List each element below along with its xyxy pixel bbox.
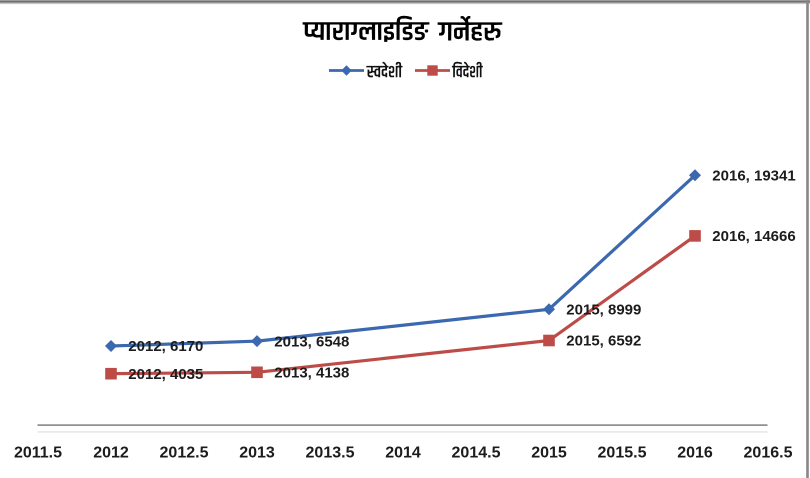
svg-text:2016: 2016 [677,445,713,462]
svg-text:2014: 2014 [385,445,421,462]
svg-text:2012, 4035: 2012, 4035 [128,366,203,383]
svg-text:2012: 2012 [93,445,129,462]
svg-text:2012.5: 2012.5 [160,445,209,462]
svg-text:2016.5: 2016.5 [744,445,793,462]
svg-text:2013, 4138: 2013, 4138 [274,365,349,382]
svg-text:2013, 6548: 2013, 6548 [274,333,349,350]
svg-text:2016, 14666: 2016, 14666 [712,228,795,245]
svg-text:2015, 6592: 2015, 6592 [566,333,641,350]
svg-text:2013: 2013 [239,445,275,462]
svg-text:2013.5: 2013.5 [306,445,355,462]
svg-text:2015: 2015 [531,445,567,462]
svg-text:2014.5: 2014.5 [452,445,501,462]
svg-text:2015.5: 2015.5 [598,445,647,462]
svg-text:2016, 19341: 2016, 19341 [712,168,795,185]
svg-text:2012, 6170: 2012, 6170 [128,338,203,355]
svg-text:2015, 8999: 2015, 8999 [566,302,641,319]
svg-text:2011.5: 2011.5 [14,445,62,462]
